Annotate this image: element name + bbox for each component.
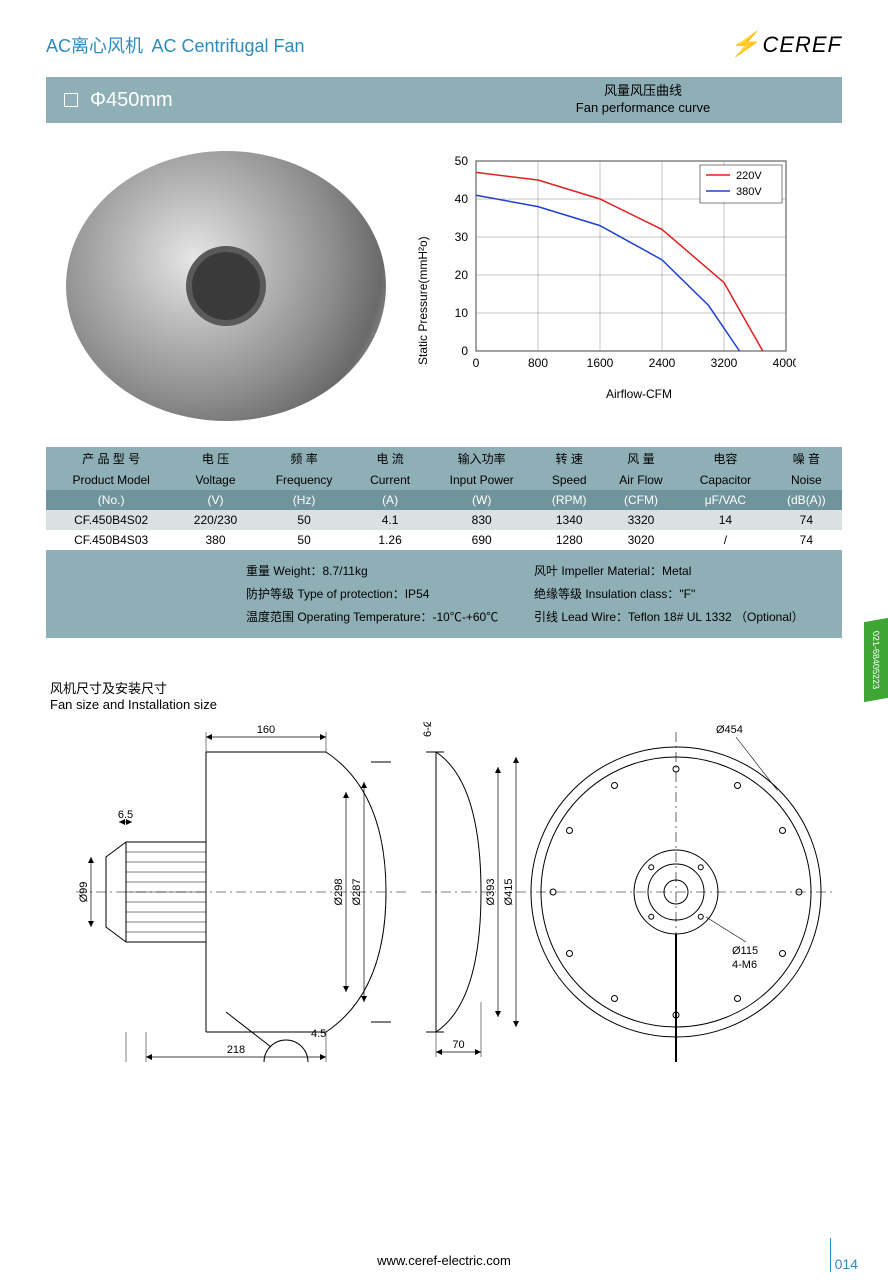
svg-text:4-M6: 4-M6 xyxy=(732,959,757,971)
weight-spec: 重量 Weight：8.7/11kg xyxy=(246,560,534,583)
middle-row: Static Pressure(mmH²o) 0 800 1600 2400 3200 4… xyxy=(46,151,842,421)
svg-text:Ø287: Ø287 xyxy=(351,879,363,906)
svg-text:30: 30 xyxy=(455,230,469,244)
svg-text:Ø415: Ø415 xyxy=(503,879,515,906)
table-row: CF.450B4S02220/230504.1830134033201474 xyxy=(46,510,842,530)
title-en: AC Centrifugal Fan xyxy=(151,36,304,56)
product-photo xyxy=(66,151,386,421)
curve-title-cn: 风量风压曲线 xyxy=(604,83,682,100)
svg-text:220V: 220V xyxy=(736,170,762,182)
svg-text:800: 800 xyxy=(528,356,548,370)
page-number: 014 xyxy=(830,1238,858,1272)
svg-text:6.5: 6.5 xyxy=(118,809,133,821)
logo-text: CEREF xyxy=(762,32,842,58)
svg-text:0: 0 xyxy=(473,356,480,370)
svg-text:20: 20 xyxy=(455,268,469,282)
protection-spec: 防护等级 Type of protection：IP54 xyxy=(246,583,534,606)
svg-text:70: 70 xyxy=(452,1039,464,1051)
dims-title-en: Fan size and Installation size xyxy=(50,697,842,712)
square-bullet-icon xyxy=(64,93,78,107)
extra-specs: 重量 Weight：8.7/11kg 防护等级 Type of protecti… xyxy=(46,550,842,638)
svg-text:40: 40 xyxy=(455,192,469,206)
brand-logo: ⚡ CEREF xyxy=(730,30,842,59)
chart-svg: 0 800 1600 2400 3200 4000 0 10 20 30 40 50 220V 380V xyxy=(436,151,796,381)
temp-spec: 温度范围 Operating Temperature：-10℃-+60℃ xyxy=(246,606,534,629)
svg-text:218: 218 xyxy=(227,1044,245,1056)
svg-text:6-Ø9: 6-Ø9 xyxy=(422,722,434,737)
title-bar: Φ450mm 风量风压曲线 Fan performance curve xyxy=(46,77,842,123)
photo-hub xyxy=(186,246,266,326)
svg-text:50: 50 xyxy=(455,154,469,168)
table-row: CF.450B4S03380501.2669012803020/74 xyxy=(46,530,842,550)
title-cn: AC离心风机 xyxy=(46,36,143,56)
insulation-spec: 绝缘等级 Insulation class："F" xyxy=(534,583,822,606)
bolt-icon: ⚡ xyxy=(730,30,761,59)
svg-text:Ø393: Ø393 xyxy=(485,879,497,906)
svg-text:Ø115: Ø115 xyxy=(732,945,758,957)
svg-text:10: 10 xyxy=(455,306,469,320)
curve-title-en: Fan performance curve xyxy=(576,100,710,117)
svg-text:Ø454: Ø454 xyxy=(716,724,743,736)
footer-url: www.ceref-electric.com xyxy=(0,1253,888,1268)
chart-xlabel: Airflow-CFM xyxy=(436,387,842,401)
dims-title-cn: 风机尺寸及安装尺寸 xyxy=(50,678,842,697)
svg-text:Ø298: Ø298 xyxy=(333,879,345,906)
svg-text:3200: 3200 xyxy=(711,356,738,370)
dimensions-drawing: 1602182476.54.5Ø99Ø298Ø287Ø393Ø4156-Ø970… xyxy=(46,722,842,1062)
svg-text:2400: 2400 xyxy=(649,356,676,370)
spec-table: 产 品 型 号电 压频 率电 流输入功率转 速风 量电容噪 音 Product … xyxy=(46,447,842,550)
svg-text:1600: 1600 xyxy=(587,356,614,370)
page-header: AC离心风机 AC Centrifugal Fan ⚡ CEREF xyxy=(46,30,842,59)
wire-spec: 引线 Lead Wire：Teflon 18# UL 1332 （Optiona… xyxy=(534,606,822,629)
svg-text:4.5: 4.5 xyxy=(311,1028,326,1040)
svg-text:4000: 4000 xyxy=(773,356,796,370)
diameter-label: Φ450mm xyxy=(90,89,173,112)
svg-text:Ø99: Ø99 xyxy=(78,882,90,903)
impeller-spec: 风叶 Impeller Material：Metal xyxy=(534,560,822,583)
performance-chart: Static Pressure(mmH²o) 0 800 1600 2400 3200 4… xyxy=(416,151,842,421)
svg-text:0: 0 xyxy=(461,344,468,358)
svg-text:380V: 380V xyxy=(736,186,762,198)
side-contact-tag: 021-68405223 xyxy=(864,618,888,702)
svg-text:160: 160 xyxy=(257,724,275,736)
chart-ylabel: Static Pressure(mmH²o) xyxy=(416,151,430,421)
